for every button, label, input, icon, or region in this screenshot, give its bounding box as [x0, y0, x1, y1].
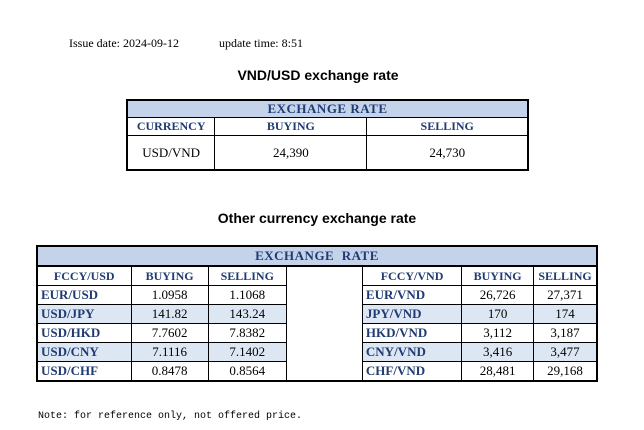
table-title: EXCHANGE RATE [37, 246, 597, 267]
selling-cell: 143.24 [207, 304, 287, 324]
buying-cell: 170 [461, 304, 535, 324]
selling-cell: 174 [533, 304, 598, 324]
pair-cell: USD/JPY [36, 304, 132, 324]
pair-cell: EUR/USD [36, 285, 132, 305]
table-row: USD/CNY 7.1116 7.1402 CNY/VND 3,416 3,47… [36, 342, 598, 362]
column-header-selling: SELLING [207, 265, 287, 286]
meta-line: Issue date: 2024-09-12 update time: 8:51 [69, 36, 303, 51]
vnd-usd-rate-table: EXCHANGE RATE CURRENCY BUYING SELLING US… [126, 99, 529, 171]
buying-cell: 28,481 [461, 361, 535, 382]
table-row: USD/HKD 7.7602 7.8382 HKD/VND 3,112 3,18… [36, 323, 598, 343]
table-row: USD/VND 24,390 24,730 [126, 135, 529, 171]
table-row: EUR/USD 1.0958 1.1068 EUR/VND 26,726 27,… [36, 285, 598, 305]
pair-cell: USD/CHF [36, 361, 132, 382]
column-header-buying: BUYING [214, 117, 368, 136]
column-header-currency: CURRENCY [126, 117, 216, 136]
buying-cell: 1.0958 [130, 285, 209, 305]
selling-cell: 1.1068 [207, 285, 287, 305]
buying-cell: 7.7602 [130, 323, 209, 343]
pair-cell: USD/CNY [36, 342, 132, 362]
section-title-other-currency: Other currency exchange rate [217, 210, 417, 226]
selling-cell: 7.1402 [207, 342, 287, 362]
buying-cell: 26,726 [461, 285, 535, 305]
pair-cell: EUR/VND [361, 285, 463, 305]
column-header-selling: SELLING [533, 265, 598, 286]
column-spacer [285, 265, 363, 382]
selling-cell: 27,371 [533, 285, 598, 305]
pair-cell: CNY/VND [361, 342, 463, 362]
buying-cell: 7.1116 [130, 342, 209, 362]
issue-date-label: Issue date: [69, 36, 120, 50]
update-time-value: 8:51 [281, 36, 303, 50]
table-row: USD/CHF 0.8478 0.8564 CHF/VND 28,481 29,… [36, 361, 598, 382]
selling-cell: 3,187 [533, 323, 598, 343]
column-header-fccy-vnd: FCCY/VND [361, 265, 463, 286]
buying-cell: 3,416 [461, 342, 535, 362]
selling-cell: 3,477 [533, 342, 598, 362]
footer-note: Note: for reference only, not offered pr… [38, 411, 303, 422]
column-header-buying: BUYING [130, 265, 209, 286]
pair-cell: CHF/VND [361, 361, 463, 382]
currency-cell: USD/VND [126, 135, 216, 171]
buying-cell: 24,390 [214, 135, 368, 171]
column-header-fccy-usd: FCCY/USD [36, 265, 132, 286]
section-title-vnd-usd: VND/USD exchange rate [237, 67, 399, 83]
selling-cell: 7.8382 [207, 323, 287, 343]
selling-cell: 0.8564 [207, 361, 287, 382]
selling-cell: 29,168 [533, 361, 598, 382]
pair-cell: HKD/VND [361, 323, 463, 343]
column-header-selling: SELLING [366, 117, 529, 136]
update-time-label: update time: [218, 36, 279, 50]
buying-cell: 3,112 [461, 323, 535, 343]
other-currency-rate-table: EXCHANGE RATE FCCY/USD BUYING SELLING FC… [36, 245, 598, 382]
pair-cell: USD/HKD [36, 323, 132, 343]
table-title: EXCHANGE RATE [127, 100, 528, 118]
column-header-buying: BUYING [461, 265, 535, 286]
issue-date-value: 2024-09-12 [122, 36, 179, 50]
buying-cell: 141.82 [130, 304, 209, 324]
selling-cell: 24,730 [366, 135, 529, 171]
pair-cell: JPY/VND [361, 304, 463, 324]
buying-cell: 0.8478 [130, 361, 209, 382]
